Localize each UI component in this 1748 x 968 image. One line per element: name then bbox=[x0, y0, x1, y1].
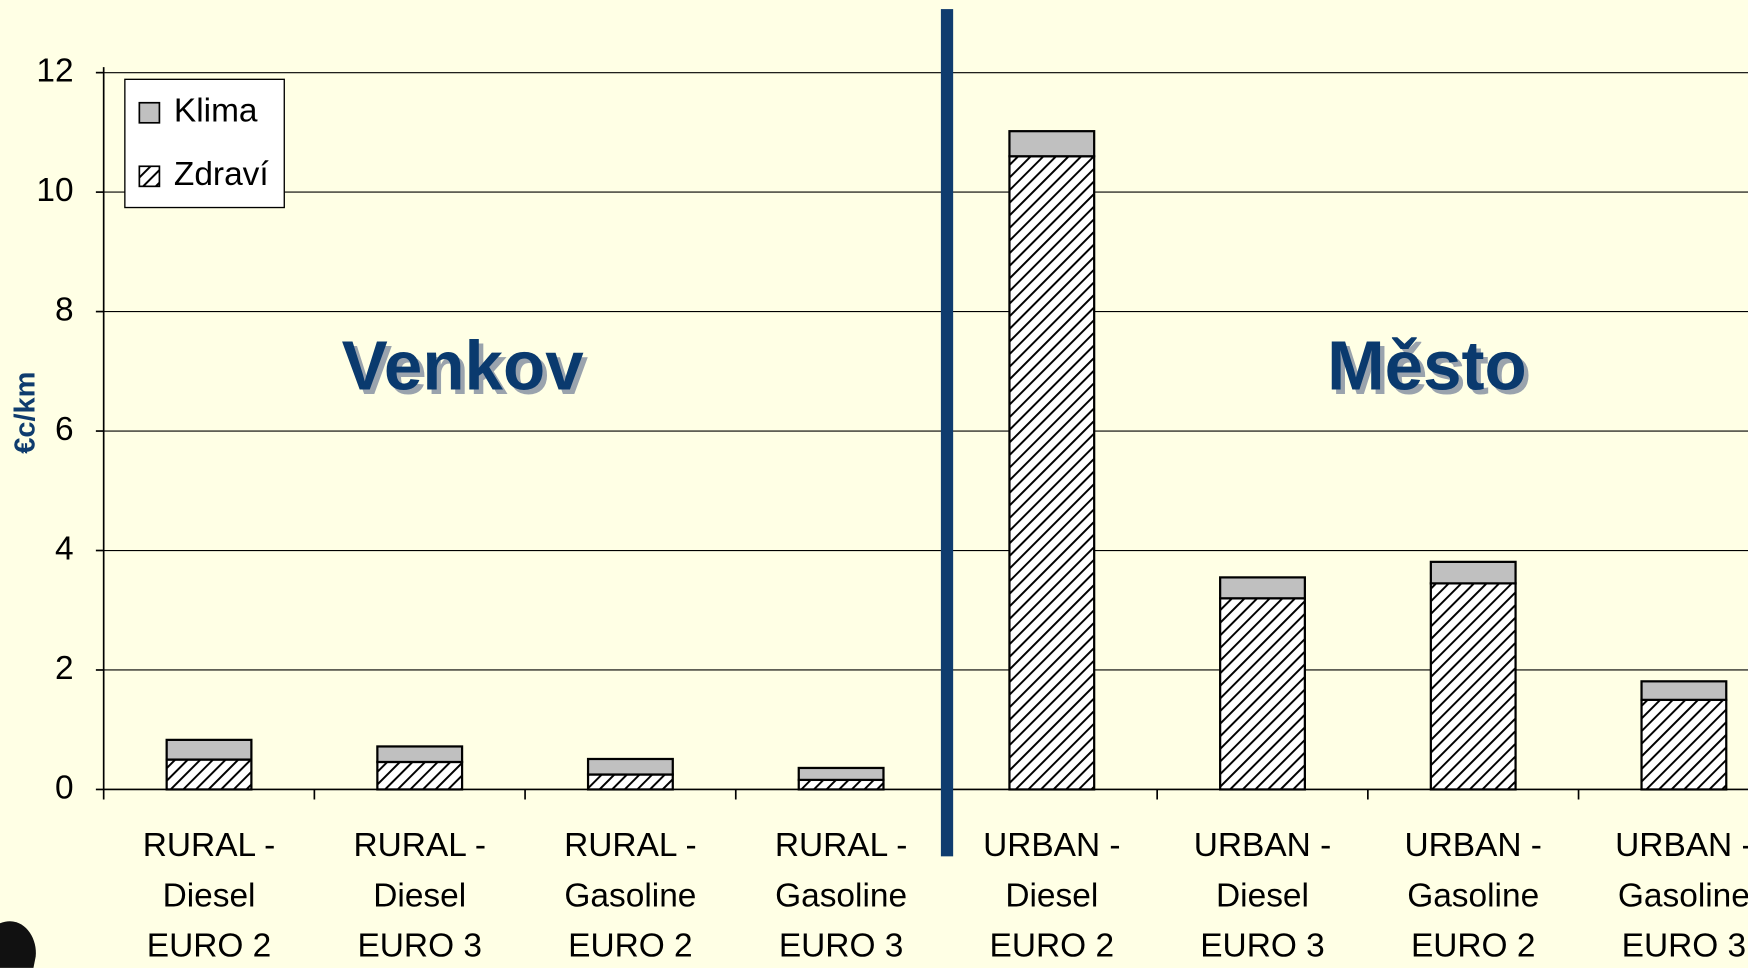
x-tick-label: RURAL - bbox=[564, 827, 697, 864]
bar-segment bbox=[376, 760, 464, 791]
x-tick-label: EURO 2 bbox=[568, 928, 693, 965]
x-tick-label: URBAN - bbox=[983, 827, 1120, 864]
x-tick-label: Gasoline bbox=[775, 877, 907, 914]
annotation-shadow: Venkov bbox=[346, 331, 589, 409]
y-tick-label: 6 bbox=[55, 411, 74, 448]
bar-segment bbox=[165, 758, 253, 791]
x-tick-label: Gasoline bbox=[564, 877, 696, 914]
bar-segment bbox=[1640, 698, 1728, 791]
x-tick-label: EURO 3 bbox=[357, 928, 481, 965]
x-tick-label: EURO 3 bbox=[779, 928, 904, 965]
x-tick-label: RURAL - bbox=[775, 827, 908, 864]
x-tick-label: EURO 2 bbox=[147, 928, 271, 965]
x-tick-label: URBAN - bbox=[1615, 827, 1748, 864]
y-axis-label: €c/km bbox=[9, 372, 41, 454]
x-tick-label: URBAN - bbox=[1194, 827, 1331, 864]
y-tick-label: 10 bbox=[36, 172, 73, 209]
bar-segment bbox=[376, 745, 464, 764]
x-tick-label: EURO 3 bbox=[1622, 928, 1747, 965]
decoration bbox=[0, 921, 36, 968]
bar-segment bbox=[165, 738, 253, 761]
x-tick-label: URBAN - bbox=[1404, 827, 1541, 864]
y-tick-label: 2 bbox=[55, 650, 74, 687]
x-tick-label: RURAL - bbox=[353, 827, 486, 864]
bar-segment bbox=[586, 773, 674, 791]
bar-segment bbox=[1008, 155, 1096, 791]
divider bbox=[940, 9, 954, 857]
x-tick-label: Gasoline bbox=[1618, 877, 1748, 914]
bar-segment bbox=[1640, 680, 1728, 701]
y-tick-label: 4 bbox=[55, 530, 74, 567]
bar-segment bbox=[1429, 560, 1517, 585]
y-tick-label: 12 bbox=[36, 52, 73, 89]
x-tick-label: EURO 2 bbox=[1411, 928, 1536, 965]
annotation-shadow: Město bbox=[1332, 331, 1532, 409]
x-tick-label: EURO 3 bbox=[1200, 928, 1325, 965]
annotation: Venkov bbox=[342, 327, 585, 405]
bar-segment bbox=[1219, 576, 1306, 600]
x-tick-label: Diesel bbox=[1005, 877, 1098, 914]
legend-swatch bbox=[138, 101, 161, 124]
y-tick-label: 8 bbox=[55, 291, 74, 328]
legend-label: Klima bbox=[174, 93, 258, 130]
bar-segment bbox=[586, 757, 674, 776]
bar-segment bbox=[797, 766, 885, 782]
x-tick-label: Diesel bbox=[163, 877, 256, 914]
legend-swatch bbox=[138, 165, 161, 188]
x-tick-label: Diesel bbox=[373, 877, 466, 914]
x-tick-label: Gasoline bbox=[1407, 877, 1539, 914]
y-tick-label: 0 bbox=[55, 769, 74, 806]
bar-segment bbox=[797, 778, 885, 791]
annotation: Město bbox=[1327, 327, 1527, 405]
x-tick-label: EURO 2 bbox=[990, 928, 1115, 965]
bar-segment bbox=[1219, 597, 1306, 791]
bar-segment bbox=[1429, 582, 1517, 791]
bar-segment bbox=[1008, 130, 1096, 158]
x-tick-label: RURAL - bbox=[143, 827, 276, 864]
legend-label: Zdraví bbox=[174, 156, 269, 193]
x-tick-label: Diesel bbox=[1216, 877, 1309, 914]
